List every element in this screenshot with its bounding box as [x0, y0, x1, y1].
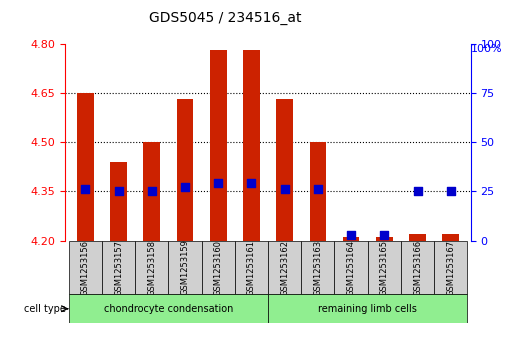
Text: GSM1253156: GSM1253156 [81, 240, 90, 295]
Bar [143, 142, 160, 241]
Point [413, 188, 422, 194]
Text: GSM1253167: GSM1253167 [446, 240, 455, 295]
Point [147, 188, 156, 194]
Bar [210, 50, 226, 241]
Bar [77, 93, 94, 241]
FancyBboxPatch shape [69, 241, 102, 294]
Text: GSM1253164: GSM1253164 [347, 240, 356, 295]
Text: GDS5045 / 234516_at: GDS5045 / 234516_at [149, 11, 301, 25]
Bar [243, 50, 260, 241]
Text: GSM1253162: GSM1253162 [280, 240, 289, 295]
Text: remaining limb cells: remaining limb cells [319, 304, 417, 314]
FancyBboxPatch shape [434, 241, 468, 294]
Point [81, 187, 89, 192]
FancyBboxPatch shape [135, 241, 168, 294]
Text: GSM1253160: GSM1253160 [214, 240, 223, 295]
FancyBboxPatch shape [368, 241, 401, 294]
FancyBboxPatch shape [168, 241, 201, 294]
FancyBboxPatch shape [268, 241, 301, 294]
Text: GSM1253158: GSM1253158 [147, 240, 156, 295]
Point [380, 232, 389, 238]
FancyBboxPatch shape [335, 241, 368, 294]
Bar [276, 99, 293, 241]
Text: GSM1253161: GSM1253161 [247, 240, 256, 295]
Point [247, 180, 256, 186]
FancyBboxPatch shape [268, 294, 468, 323]
Bar [177, 99, 194, 241]
Point [447, 188, 455, 194]
Text: GSM1253157: GSM1253157 [114, 240, 123, 295]
Text: cell type: cell type [24, 304, 66, 314]
Bar [310, 142, 326, 241]
Bar [442, 234, 459, 241]
Bar [343, 237, 359, 241]
Point [214, 180, 222, 186]
Text: GSM1253166: GSM1253166 [413, 240, 422, 295]
Text: GSM1253163: GSM1253163 [313, 240, 322, 295]
Text: 100%: 100% [471, 44, 502, 54]
Bar [110, 162, 127, 241]
Text: chondrocyte condensation: chondrocyte condensation [104, 304, 233, 314]
Point [314, 187, 322, 192]
Point [181, 184, 189, 190]
Point [280, 187, 289, 192]
Point [115, 188, 123, 194]
Text: GSM1253159: GSM1253159 [180, 240, 189, 295]
Bar [409, 234, 426, 241]
FancyBboxPatch shape [301, 241, 335, 294]
FancyBboxPatch shape [69, 294, 268, 323]
Text: GSM1253165: GSM1253165 [380, 240, 389, 295]
Point [347, 232, 355, 238]
FancyBboxPatch shape [235, 241, 268, 294]
FancyBboxPatch shape [102, 241, 135, 294]
FancyBboxPatch shape [201, 241, 235, 294]
FancyBboxPatch shape [401, 241, 434, 294]
Bar [376, 237, 393, 241]
